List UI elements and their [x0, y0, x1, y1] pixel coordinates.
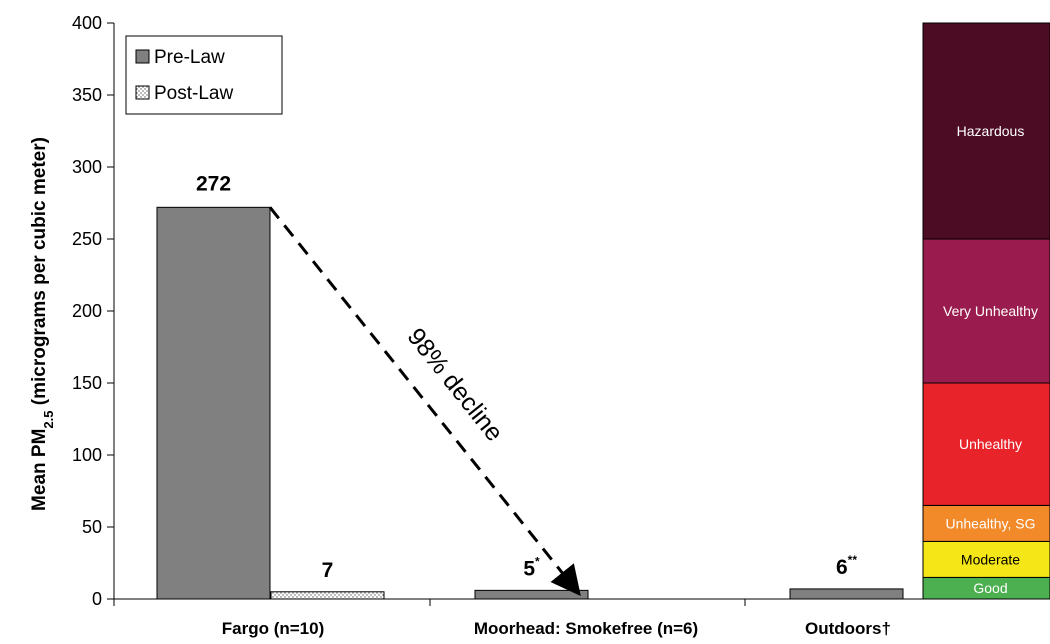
x-axis: Fargo (n=10) Moorhead: Smokefree (n=6) Out… [113, 598, 1050, 638]
legend-swatch-pre-law [135, 49, 150, 64]
legend-box [125, 35, 283, 115]
y-tick-label-4: 200 [72, 301, 102, 321]
bars [156, 206, 904, 600]
x-tick-label-0: Fargo (n=10) [222, 619, 325, 638]
y-tick-label-0: 0 [92, 589, 102, 609]
data-label-2: 6** [836, 553, 857, 579]
data-label-0: 272 [196, 172, 231, 195]
y-tick-label-1: 50 [82, 517, 102, 537]
y-axis: 0 50 100 150 200 250 300 350 400 [72, 13, 115, 609]
aqi-band-label-1: Moderate [961, 551, 1020, 567]
y-tick-label-3: 150 [72, 373, 102, 393]
bar-pre-law-2 [789, 588, 904, 600]
legend-label-post-law: Post-Law [154, 83, 233, 104]
data-labels: 272 5* 6** 7 [196, 172, 857, 581]
decline-annotation: 98% decline [268, 206, 581, 597]
y-tick-label-8: 400 [72, 13, 102, 33]
data-label-1: 5* [523, 554, 540, 580]
aqi-band-4 [922, 238, 1050, 384]
data-label-3: 7 [322, 559, 334, 582]
bar-pre-law-0 [156, 206, 271, 600]
aqi-band-3 [922, 382, 1050, 506]
decline-arrow [268, 206, 581, 597]
bar-post-law-0 [270, 591, 385, 600]
aqi-band-label-2: Unhealthy, SG [945, 515, 1035, 531]
y-tick-label-6: 300 [72, 157, 102, 177]
legend-swatch-post-law [135, 85, 150, 100]
bar-pre-law-1 [474, 589, 589, 600]
decline-text: 98% decline [402, 323, 509, 447]
y-axis-title-main: Mean PM [29, 429, 50, 511]
aqi-band-label-4: Very Unhealthy [943, 303, 1038, 319]
y-tick-label-2: 100 [72, 445, 102, 465]
y-tick-label-5: 250 [72, 229, 102, 249]
x-tick-label-1: Moorhead: Smokefree (n=6) [474, 619, 698, 638]
aqi-band-5 [922, 22, 1050, 240]
legend-label-pre-law: Pre-Law [154, 47, 225, 68]
y-axis-title-subscript: 2.5 [41, 411, 56, 429]
legend: Pre-Law Post-Law [125, 35, 283, 115]
aqi-band-label-0: Good [973, 580, 1007, 596]
aqi-bands: Good Moderate Unhealthy, SG Unhealthy Very U… [922, 22, 1050, 600]
aqi-band-label-5: Hazardous [957, 123, 1025, 139]
y-axis-title: Mean PM2.5 (micrograms per cubic meter) [29, 137, 56, 511]
y-axis-title-suffix: (micrograms per cubic meter) [29, 137, 50, 410]
x-tick-label-2: Outdoors† [805, 619, 891, 638]
aqi-band-label-3: Unhealthy [959, 436, 1022, 452]
y-tick-label-7: 350 [72, 85, 102, 105]
